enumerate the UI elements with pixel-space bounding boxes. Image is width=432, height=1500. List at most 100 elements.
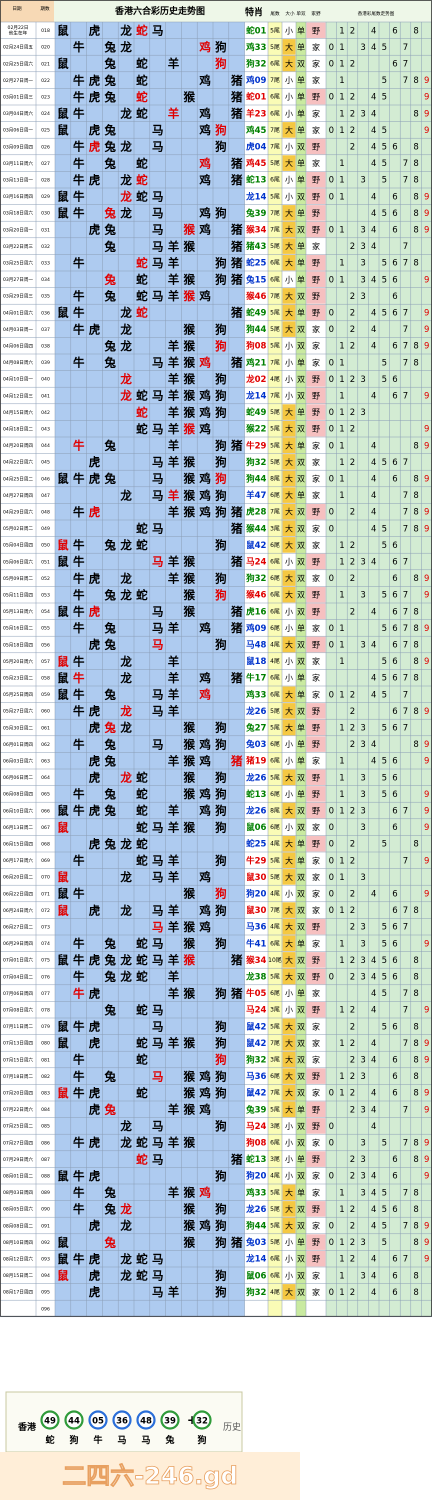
big-cell — [282, 1217, 296, 1234]
trend-digit: 2 — [350, 1255, 355, 1265]
zodiac-mark: 牛 — [73, 190, 85, 204]
trend-digit: 0 — [329, 325, 334, 335]
special-zodiac: 猴34 — [245, 955, 266, 966]
bigsmall-mark: 小 — [285, 109, 293, 118]
trend-digit: 2 — [350, 143, 355, 153]
zodiac-mark: 蛇 — [136, 1036, 148, 1050]
zodiac-mark: 虎 — [89, 1136, 101, 1150]
row-date: 05月16日周二 — [3, 626, 33, 632]
trend-digit: 7 — [403, 807, 408, 817]
trend-digit: 5 — [382, 358, 387, 368]
trend-digit: 5 — [382, 159, 387, 169]
trend-digit: 7 — [403, 1039, 408, 1049]
big-cell — [282, 835, 296, 852]
homewild-mark: 野 — [312, 591, 320, 600]
trend-digit: 2 — [350, 26, 355, 36]
zodiac-mark: 马 — [152, 621, 164, 635]
zodiac-mark: 鸡 — [198, 123, 211, 137]
row-issue: 048 — [41, 510, 50, 516]
tail-count: 5尾 — [270, 193, 280, 200]
zodiac-mark: 虎 — [89, 472, 101, 486]
oddeven-mark: 双 — [297, 60, 305, 69]
row-issue: 032 — [41, 244, 50, 250]
trend-digit: 2 — [350, 740, 355, 750]
bigsmall-mark: 大 — [285, 440, 293, 450]
table-row: 06月27日周二 073 马羊猴鸡马36 4尾大双野 2 3 5 6 7 — [3, 918, 408, 935]
trend-digit: 0 — [329, 358, 334, 368]
homewild-mark: 野 — [312, 707, 320, 716]
tail-count: 4尾 — [270, 1289, 280, 1296]
special-zodiac: 马24 — [246, 558, 266, 568]
row-date: 04月27日周四 — [3, 493, 33, 499]
zodiac-mark: 鼠 — [57, 206, 69, 220]
zodiac-mark: 狗 — [214, 538, 227, 552]
zodiac-mark: 羊 — [168, 505, 180, 519]
big-cell — [282, 1101, 296, 1118]
zodiac-mark: 鸡 — [198, 472, 211, 486]
trend-digit: 9 — [424, 342, 429, 352]
trend-digit: 6 — [392, 890, 397, 900]
watermark-band — [0, 1452, 300, 1500]
zodiac-mark: 龙 — [119, 206, 132, 220]
wild-cell — [306, 1234, 326, 1250]
tail-count: 7尾 — [270, 393, 280, 400]
zodiac-mark: 蛇 — [136, 405, 148, 419]
trend-digit: 1 — [339, 43, 344, 53]
trend-digit: 4 — [371, 209, 376, 219]
trend-digit: 0 — [329, 574, 334, 584]
special-zodiac: 鼠30 — [246, 905, 266, 916]
zodiac-mark: 鼠 — [57, 57, 69, 71]
tail-count: 5尾 — [270, 343, 280, 350]
tail-count: 5尾 — [270, 459, 280, 466]
row-date: 06月13日周二 — [3, 825, 33, 831]
zodiac-mark: 鼠 — [57, 903, 69, 917]
zodiac-mark: 虎 — [89, 90, 101, 104]
row-date: 07月06日周四 — [3, 991, 33, 997]
big-cell — [282, 39, 296, 55]
trend-digit: 0 — [329, 408, 334, 418]
trend-digit: 2 — [350, 956, 355, 966]
oddeven-mark: 单 — [297, 208, 305, 218]
big-cell — [282, 238, 296, 254]
trend-digit: 0 — [329, 906, 334, 916]
zodiac-mark: 兔 — [104, 57, 117, 71]
zodiac-mark: 龙 — [119, 1219, 132, 1233]
trend-digit: 9 — [424, 1255, 429, 1265]
zodiac-mark: 猴 — [184, 322, 196, 336]
zodiac-mark: 狗 — [214, 638, 227, 652]
watermark-logo: 二四六-246.gd — [62, 1462, 238, 1490]
bigsmall-mark: 大 — [285, 723, 293, 733]
trend-digit: 4 — [371, 441, 376, 451]
table-row: 05月30日周二 061 虎兔龙猴狗兔27 5尾大单野 1 2 3 5 6 7 — [3, 719, 408, 736]
homewild-mark: 野 — [312, 1122, 320, 1131]
row-issue: 047 — [41, 493, 50, 499]
trend-digit: 2 — [350, 292, 355, 302]
row-issue: 051 — [41, 559, 50, 565]
big-cell — [282, 703, 296, 719]
zodiac-mark: 牛 — [73, 356, 85, 370]
zodiac-mark: 马 — [152, 688, 164, 702]
row-date: 06月24日周六 — [3, 907, 33, 914]
row-date: 02月25日周六 — [3, 60, 33, 67]
bigsmall-mark: 大 — [285, 474, 293, 484]
zodiac-mark: 羊 — [168, 273, 180, 287]
row-date: 03月11日周六 — [3, 160, 33, 167]
homewild-mark: 野 — [312, 226, 320, 235]
trend-digit: 7 — [403, 325, 408, 335]
bigsmall-mark: 小 — [285, 823, 293, 832]
row-issue: 033 — [41, 261, 50, 267]
trend-digit: 2 — [350, 1172, 355, 1182]
trend-digit: 7 — [403, 491, 408, 501]
zodiac-mark: 狗 — [214, 1169, 227, 1183]
trend-digit: 3 — [360, 1155, 365, 1165]
row-issue: 038 — [41, 344, 50, 350]
special-zodiac: 鼠42 — [246, 1038, 266, 1049]
homewild-mark: 野 — [312, 956, 320, 965]
header-left-cell — [0, 0, 54, 22]
big-cell — [282, 769, 296, 786]
zodiac-mark: 虎 — [89, 837, 101, 851]
zodiac-mark: 马 — [152, 356, 164, 370]
trend-digit: 6 — [392, 790, 397, 800]
bigsmall-mark: 大 — [285, 905, 293, 915]
trend-digit: 5 — [382, 724, 387, 734]
